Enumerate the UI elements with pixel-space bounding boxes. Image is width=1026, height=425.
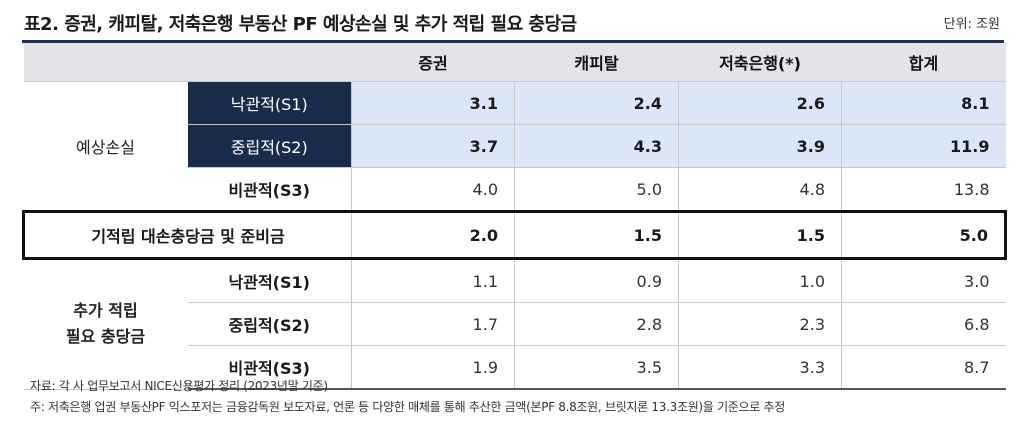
scenario-label: 낙관적(S1): [187, 258, 352, 303]
table-row: 비관적(S3) 1.9 3.5 3.3 8.7: [24, 345, 1006, 390]
value-cell: 4.0: [351, 167, 515, 212]
unit-label: 단위: 조원: [943, 17, 1000, 32]
value-cell: 0.9: [514, 258, 679, 303]
scenario-label: 비관적(S3): [187, 345, 352, 390]
table-title: 표2. 증권, 캐피탈, 저축은행 부동산 PF 예상손실 및 추가 적립 필요…: [24, 14, 577, 35]
value-cell: 2.6: [678, 81, 842, 125]
value-cell: 8.1: [841, 81, 1006, 125]
table-row: 예상손실 낙관적(S1) 3.1 2.4 2.6 8.1: [23, 81, 1006, 212]
header-row: 증권 캐피탈 저축은행(*) 합계: [23, 43, 1006, 82]
col-header: 저축은행(*): [678, 43, 842, 82]
value-cell: 11.9: [841, 124, 1006, 168]
header-corner: [23, 43, 352, 82]
value-cell: 3.0: [841, 258, 1006, 303]
table-row: 중립적(S2) 3.7 4.3 3.9 11.9: [24, 124, 1006, 168]
footnote: 주: 저축은행 업권 부동산PF 익스포저는 금융감독원 보도자료, 언론 등 …: [30, 400, 786, 414]
scenario-label: 낙관적(S1): [187, 81, 352, 125]
value-cell: 2.3: [678, 302, 842, 346]
value-cell: 4.3: [514, 124, 679, 168]
table-row: 중립적(S2) 1.7 2.8 2.3 6.8: [24, 302, 1006, 346]
value-cell: 13.8: [841, 167, 1006, 212]
source-note: 자료: 각 사 업무보고서 NICE신용평가 정리 (2023년말 기준): [30, 379, 328, 393]
value-cell: 3.3: [678, 345, 842, 390]
value-cell: 1.0: [678, 258, 842, 303]
value-cell: 2.4: [514, 81, 679, 125]
col-header: 합계: [841, 43, 1006, 82]
table-row: 추가 적립 필요 충당금 낙관적(S1) 1.1 0.9 1.0 3.0: [23, 258, 1006, 390]
value-cell: 1.7: [351, 302, 515, 346]
value-cell: 3.7: [351, 124, 515, 168]
col-header: 증권: [351, 43, 515, 82]
value-cell: 5.0: [514, 167, 679, 212]
group-label-expected-loss: 예상손실: [23, 81, 188, 212]
pf-loss-table: 증권 캐피탈 저축은행(*) 합계 예상손실 낙관적(S1) 3.1 2.4 2…: [22, 43, 1007, 390]
value-cell: 8.7: [841, 345, 1006, 390]
value-cell: 3.5: [514, 345, 679, 390]
value-cell: 1.9: [351, 345, 515, 390]
value-cell: 1.5: [678, 210, 842, 260]
reserve-row: 기적립 대손충당금 및 준비금 2.0 1.5 1.5 5.0: [22, 210, 1007, 260]
scenario-label: 비관적(S3): [187, 167, 352, 212]
reserve-label: 기적립 대손충당금 및 준비금: [22, 210, 352, 260]
group-label-line: 추가 적립: [73, 301, 138, 321]
scenario-label: 중립적(S2): [187, 124, 352, 168]
col-header: 캐피탈: [514, 43, 679, 82]
group-label-additional-provision: 추가 적립 필요 충당금: [23, 258, 188, 390]
value-cell: 3.1: [351, 81, 515, 125]
value-cell: 3.9: [678, 124, 842, 168]
value-cell: 2.0: [351, 210, 515, 260]
value-cell: 1.5: [514, 210, 679, 260]
value-cell: 5.0: [841, 210, 1007, 260]
value-cell: 4.8: [678, 167, 842, 212]
value-cell: 1.1: [351, 258, 515, 303]
value-cell: 2.8: [514, 302, 679, 346]
scenario-label: 중립적(S2): [187, 302, 352, 346]
group-label-line: 필요 충당금: [65, 327, 146, 347]
value-cell: 6.8: [841, 302, 1006, 346]
header-rule: [22, 40, 1004, 43]
